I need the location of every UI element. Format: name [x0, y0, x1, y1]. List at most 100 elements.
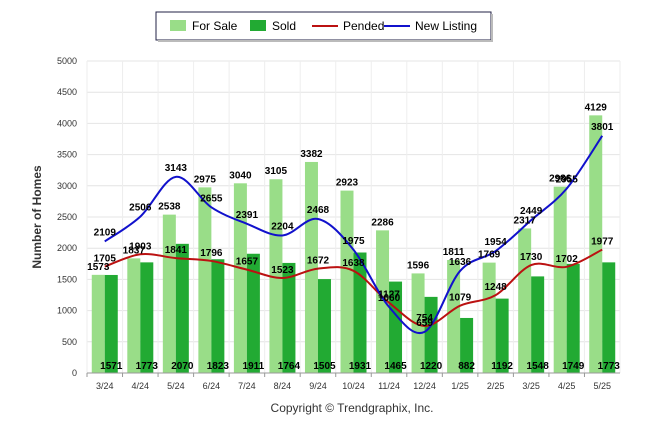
- label-for-sale: 1573: [87, 262, 110, 273]
- axes: 0 500 1000 1500 2000 2500 3000 3500 4000 4500 5000…: [57, 56, 620, 391]
- label-for-sale: 1811: [443, 247, 465, 258]
- legend-label-for-sale: For Sale: [192, 19, 238, 33]
- y-tick-label: 1500: [57, 274, 77, 284]
- x-tick-label: 4/25: [558, 381, 576, 391]
- line-pended: [104, 248, 603, 327]
- y-tick-label: 3500: [57, 150, 77, 160]
- bar-for-sale: [91, 274, 105, 373]
- bar-for-sale: [127, 258, 141, 373]
- x-tick-label: 2/25: [487, 381, 505, 391]
- bar-for-sale: [589, 115, 603, 373]
- line-new-listing: [104, 135, 604, 335]
- label-pended: 1702: [556, 254, 579, 265]
- label-new-listing: 1975: [342, 236, 365, 247]
- bar-sold: [460, 317, 474, 373]
- label-new-listing: 2391: [236, 210, 259, 221]
- x-tick-label: 5/24: [167, 381, 185, 391]
- label-pended: 1903: [129, 241, 152, 252]
- bar-for-sale: [518, 228, 532, 373]
- label-sold: 1773: [136, 361, 159, 372]
- x-tick-label: 3/25: [522, 381, 540, 391]
- bar-sold: [317, 279, 331, 373]
- label-new-listing: 2468: [307, 205, 330, 216]
- legend-label-new-listing: New Listing: [415, 19, 477, 33]
- label-new-listing: 2109: [94, 227, 117, 238]
- bar-for-sale: [482, 262, 496, 373]
- label-pended: 1523: [271, 265, 294, 276]
- x-tick-label: 10/24: [342, 381, 365, 391]
- label-pended: 754: [416, 313, 433, 324]
- label-sold: 1773: [598, 361, 621, 372]
- x-tick-label: 8/24: [274, 381, 292, 391]
- y-tick-label: 2000: [57, 243, 77, 253]
- bar-sold: [104, 274, 118, 373]
- label-sold: 1505: [313, 361, 336, 372]
- bar-sold: [175, 243, 189, 373]
- y-tick-label: 4500: [57, 87, 77, 97]
- label-pended: 1705: [94, 254, 117, 265]
- legend-label-sold: Sold: [272, 19, 296, 33]
- bar-sold: [531, 276, 545, 373]
- label-new-listing: 1954: [485, 237, 508, 248]
- bar-for-sale: [340, 190, 354, 373]
- label-sold: 1571: [100, 361, 123, 372]
- label-pended: 1079: [449, 293, 472, 304]
- bar-sold: [353, 252, 367, 373]
- bar-sold: [566, 263, 580, 373]
- label-new-listing: 3143: [165, 163, 188, 174]
- x-tick-label: 12/24: [413, 381, 436, 391]
- legend-shadow: [158, 40, 493, 42]
- y-tick-label: 4000: [57, 118, 77, 128]
- label-for-sale: 2923: [336, 178, 359, 189]
- label-for-sale: 1837: [123, 245, 146, 256]
- label-for-sale: 2538: [158, 202, 181, 213]
- label-new-listing: 3801: [591, 122, 614, 133]
- label-for-sale: 2975: [194, 174, 217, 185]
- bar-for-sale: [447, 259, 461, 373]
- copyright-text: Copyright © Trendgraphix, Inc.: [271, 401, 434, 415]
- bars: [91, 115, 616, 373]
- y-tick-label: 2500: [57, 212, 77, 222]
- bar-sold: [211, 259, 225, 373]
- bar-sold: [246, 253, 260, 373]
- x-tick-label: 11/24: [378, 381, 400, 391]
- label-for-sale: 2986: [549, 174, 572, 185]
- label-new-listing: 2204: [271, 221, 294, 232]
- legend-swatch-sold: [250, 20, 266, 31]
- label-sold: 1465: [384, 361, 407, 372]
- bar-for-sale: [198, 187, 212, 373]
- label-new-listing: 1060: [378, 293, 401, 304]
- legend-shadow-side: [491, 14, 493, 42]
- y-tick-label: 3000: [57, 181, 77, 191]
- label-for-sale: 3382: [300, 149, 323, 160]
- x-tick-label: 4/24: [132, 381, 150, 391]
- label-for-sale: 3105: [265, 166, 288, 177]
- label-new-listing: 2955: [556, 175, 579, 186]
- label-pended: 1730: [520, 252, 543, 263]
- x-tick-label: 1/25: [451, 381, 469, 391]
- label-sold: 1192: [491, 361, 513, 372]
- label-new-listing: 659: [416, 318, 433, 329]
- x-tick-label: 6/24: [203, 381, 221, 391]
- label-new-listing: 2506: [129, 203, 152, 214]
- x-tick-label: 5/25: [593, 381, 611, 391]
- label-sold: 1823: [207, 361, 230, 372]
- label-sold: 2070: [171, 361, 194, 372]
- bar-for-sale: [553, 186, 567, 373]
- y-tick-label: 500: [62, 337, 77, 347]
- legend-label-pended: Pended: [343, 19, 384, 33]
- bar-sold: [424, 296, 438, 373]
- bar-for-sale: [269, 179, 283, 373]
- data-labels: 1573 1571 1705 2109 1837 1773 1903 2506 2538 2070…: [87, 102, 620, 372]
- label-sold: 1911: [243, 361, 265, 372]
- label-new-listing: 1636: [449, 257, 472, 268]
- bar-sold: [282, 262, 296, 373]
- label-pended: 1796: [200, 248, 223, 259]
- label-for-sale: 4129: [585, 102, 608, 113]
- label-sold: 1220: [420, 361, 443, 372]
- bar-for-sale: [233, 183, 247, 373]
- y-tick-label: 1000: [57, 306, 77, 316]
- label-sold: 882: [458, 361, 475, 372]
- bar-for-sale: [376, 230, 390, 373]
